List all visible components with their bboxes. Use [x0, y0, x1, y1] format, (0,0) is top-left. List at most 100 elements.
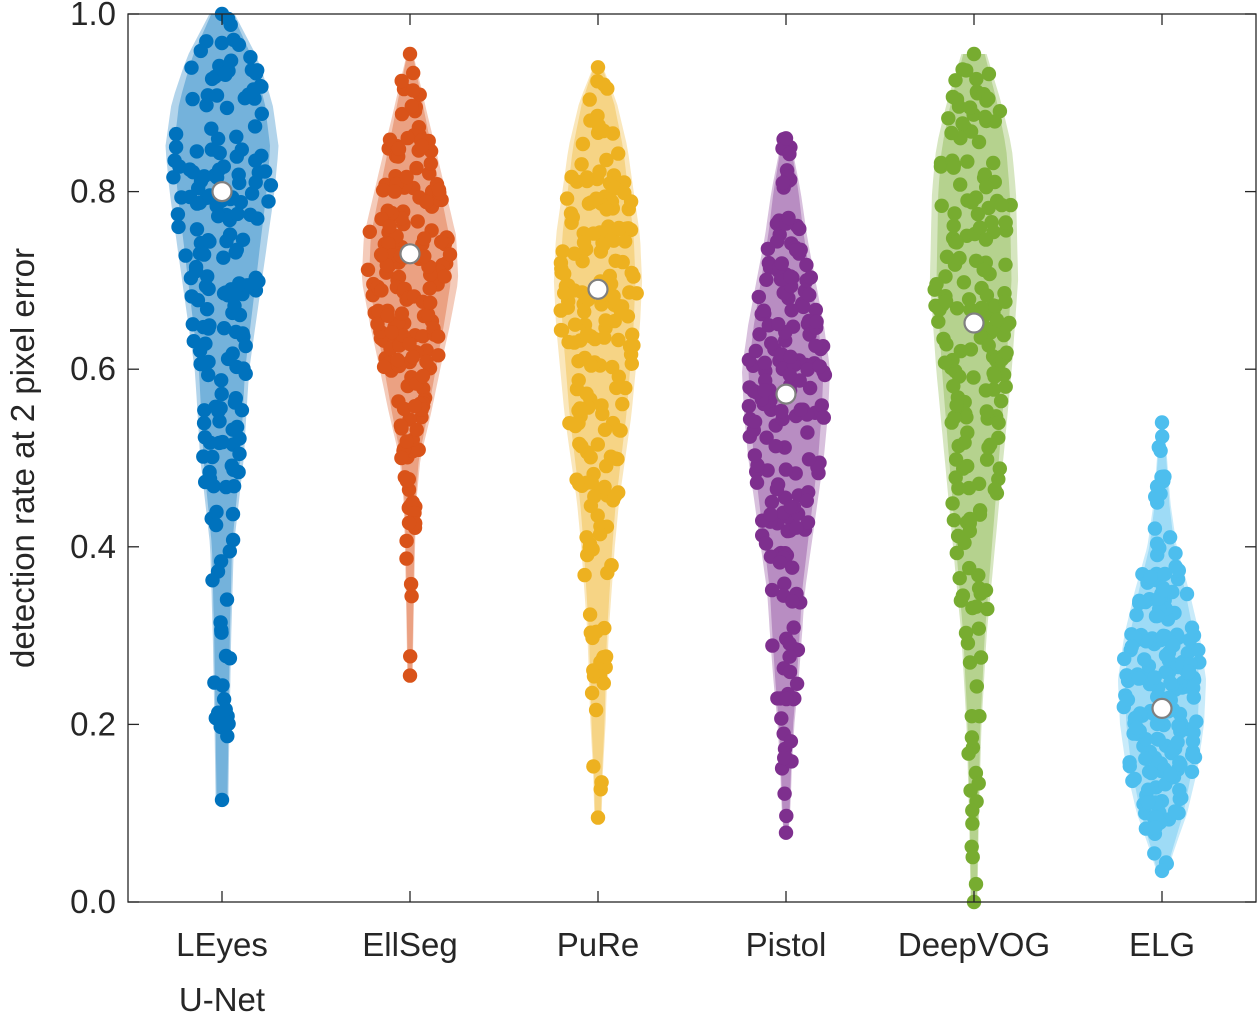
data-point: [609, 380, 624, 396]
data-point: [603, 449, 619, 464]
data-point: [380, 308, 395, 323]
data-point: [596, 676, 611, 691]
data-point: [204, 71, 220, 87]
data-point: [999, 345, 1014, 360]
y-tick-label: 0.8: [70, 173, 116, 210]
data-point: [782, 146, 797, 162]
data-point: [599, 202, 614, 217]
data-point: [1148, 489, 1163, 504]
data-point: [229, 242, 244, 257]
data-point: [226, 32, 241, 48]
data-point: [936, 331, 951, 347]
data-point: [1171, 718, 1186, 733]
data-point: [434, 234, 449, 250]
data-point: [400, 130, 415, 146]
data-point: [1179, 586, 1195, 602]
data-point: [261, 194, 276, 209]
data-point: [583, 450, 598, 465]
data-point: [1158, 648, 1174, 663]
data-point: [946, 513, 962, 528]
data-point: [572, 436, 587, 452]
data-point: [1122, 755, 1137, 770]
data-point: [247, 119, 263, 134]
data-point: [782, 664, 798, 680]
data-point: [1191, 642, 1206, 658]
data-point: [991, 415, 1006, 430]
data-point: [588, 702, 604, 718]
data-point: [1138, 634, 1154, 649]
data-point: [222, 544, 237, 559]
data-point: [567, 246, 582, 261]
data-point: [183, 270, 199, 286]
data-point: [241, 87, 256, 102]
data-point: [971, 776, 986, 791]
data-point: [998, 294, 1013, 309]
data-point: [615, 396, 630, 412]
median-marker: [775, 383, 797, 405]
data-point: [399, 533, 414, 549]
data-point: [168, 126, 184, 142]
data-point: [606, 289, 621, 304]
data-point: [197, 403, 212, 418]
data-point: [757, 383, 772, 398]
data-point: [600, 565, 615, 581]
data-point: [938, 294, 954, 309]
data-point: [583, 498, 599, 513]
data-point: [962, 511, 978, 527]
data-point: [1124, 639, 1140, 654]
data-point: [586, 226, 601, 241]
data-point: [404, 98, 419, 114]
data-point: [969, 679, 984, 694]
data-point: [957, 435, 972, 450]
data-point: [381, 236, 396, 252]
data-point: [597, 422, 613, 437]
data-point: [417, 249, 432, 264]
data-point: [987, 482, 1002, 497]
data-point: [1166, 638, 1181, 653]
data-point: [626, 338, 641, 353]
data-point: [979, 452, 995, 467]
data-point: [362, 224, 377, 239]
data-point: [431, 348, 446, 363]
data-point: [781, 210, 796, 226]
data-point: [1147, 846, 1162, 861]
data-point: [998, 215, 1013, 230]
data-point-extreme: [590, 810, 606, 825]
data-point: [215, 434, 230, 450]
data-point: [624, 356, 639, 371]
data-point: [793, 402, 808, 417]
data-point: [1172, 783, 1187, 798]
data-point: [171, 219, 186, 235]
data-point: [218, 648, 234, 664]
data-point: [214, 622, 229, 638]
data-point: [254, 79, 269, 94]
data-point: [229, 419, 245, 435]
data-point: [232, 175, 247, 191]
data-point: [204, 121, 219, 136]
data-point: [198, 336, 213, 351]
data-point: [205, 449, 220, 465]
data-point: [243, 50, 258, 65]
data-point: [564, 169, 579, 185]
data-point: [964, 730, 980, 745]
data-point-extreme: [402, 668, 418, 683]
data-point: [419, 354, 434, 369]
y-tick-label: 1.0: [70, 0, 116, 32]
data-point-extreme: [966, 46, 982, 62]
data-point: [772, 555, 788, 570]
data-point: [964, 195, 979, 210]
x-tick-label: ELG: [1129, 926, 1195, 963]
data-point: [189, 222, 205, 237]
data-point: [789, 520, 804, 535]
data-point: [979, 404, 994, 419]
data-point: [232, 446, 247, 462]
data-point: [769, 481, 785, 497]
data-point-extreme: [402, 46, 418, 62]
data-point: [748, 343, 763, 359]
data-point: [370, 316, 385, 332]
data-point: [607, 488, 623, 504]
data-point: [202, 471, 218, 486]
data-point: [554, 323, 570, 338]
data-point: [617, 234, 633, 249]
